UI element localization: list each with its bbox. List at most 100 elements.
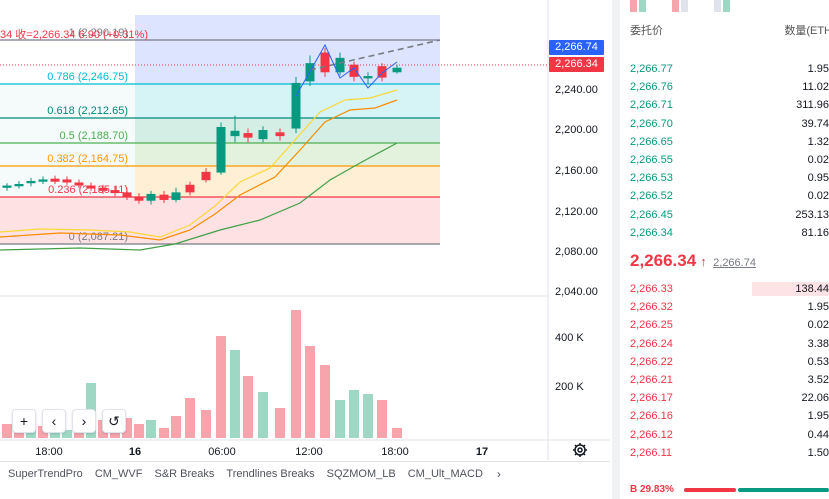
indicator-supertrendpro[interactable]: SuperTrendPro — [8, 467, 83, 480]
bid-row[interactable]: 2,266.70 39.74 — [620, 115, 829, 133]
chart-area[interactable]: 1 (2,290.19) 0.786 (2,246.75) 0.618 (2,212… — [0, 0, 610, 460]
ask-row[interactable]: 2,266.22 0.53 — [620, 353, 829, 371]
panel-divider[interactable] — [612, 0, 620, 499]
candle-body — [320, 52, 330, 73]
view-both-icon[interactable] — [630, 0, 646, 12]
chevron-right-icon[interactable]: › — [496, 466, 501, 481]
volume-bar — [349, 390, 359, 438]
scroll-left-button[interactable]: ‹ — [42, 409, 66, 433]
zoom-in-button[interactable]: + — [12, 409, 36, 433]
indicator-sr-breaks[interactable]: S&R Breaks — [154, 467, 215, 480]
fib-zone-top — [135, 15, 440, 40]
price-chart[interactable]: 1 (2,290.19) 0.786 (2,246.75) 0.618 (2,212… — [0, 0, 610, 460]
ask-price: 2,266.17 — [630, 392, 673, 405]
volume-bar — [146, 420, 156, 438]
candle-body — [50, 178, 60, 182]
candle-body — [86, 185, 96, 189]
volume-bar — [159, 428, 169, 438]
fib-zone-extended — [0, 197, 135, 244]
bid-row[interactable]: 2,266.77 1.95 — [620, 60, 829, 78]
fib-zone — [135, 143, 440, 166]
candle-body — [134, 196, 144, 201]
depth-bar — [752, 282, 829, 296]
view-bids-icon[interactable] — [714, 0, 730, 12]
ask-qty: 0.53 — [807, 355, 829, 368]
bid-price: 2,266.77 — [630, 63, 673, 75]
bid-price: 2,266.76 — [630, 81, 673, 94]
bid-row[interactable]: 2,266.34 81.16 — [620, 224, 829, 242]
ask-price: 2,266.22 — [630, 355, 673, 368]
ask-price: 2,266.12 — [630, 428, 673, 441]
candle-body — [291, 82, 301, 129]
ask-row[interactable]: 2,266.32 1.95 — [620, 298, 829, 316]
fib-zone — [135, 84, 440, 118]
reset-chart-button[interactable]: ↺ — [102, 409, 126, 433]
fib-zone — [135, 197, 440, 244]
bid-row[interactable]: 2,266.55 0.02 — [620, 151, 829, 169]
ask-row[interactable]: 2,266.16 1.95 — [620, 407, 829, 425]
mark-price-badge: 2,266.74 — [549, 40, 604, 55]
candle-body — [335, 57, 345, 73]
volume-axis-label: 400 K — [555, 332, 584, 344]
ask-row[interactable]: 2,266.33 138.44 — [620, 280, 829, 298]
indicator-cm-wvf[interactable]: CM_WVF — [94, 467, 143, 480]
volume-bar — [134, 424, 144, 438]
ask-price: 2,266.24 — [630, 337, 673, 350]
ask-row[interactable]: 2,266.25 0.02 — [620, 316, 829, 334]
ratio-bar-sell — [684, 488, 736, 492]
price-axis-label: 2,120.00 — [555, 206, 598, 218]
bid-qty: 1.95 — [807, 63, 829, 75]
indicator-cm-ult-macd[interactable]: CM_Ult_MACD — [407, 467, 483, 480]
ask-price: 2,266.33 — [630, 283, 673, 295]
ask-row[interactable]: 2,266.21 3.52 — [620, 371, 829, 389]
candle-body — [377, 66, 387, 78]
ask-row[interactable]: 2,266.12 0.44 — [620, 426, 829, 444]
price-axis-label: 2,240.00 — [555, 84, 598, 96]
fib-level-label: 0 (2,087.21) — [69, 231, 128, 243]
candle-body — [74, 182, 84, 186]
indicator-trendlines-breaks[interactable]: Trendlines Breaks — [226, 467, 315, 480]
fib-level-label: 0.786 (2,246.75) — [47, 71, 128, 83]
buy-ratio-label: B 29.83% — [630, 484, 674, 495]
chart-navigation-toolbar: + ‹ › ↺ — [0, 409, 126, 433]
orderbook-header: 委托价 数量(ETH — [630, 22, 829, 38]
ask-row[interactable]: 2,266.24 3.38 — [620, 335, 829, 353]
bid-row[interactable]: 2,266.53 0.95 — [620, 169, 829, 187]
bid-qty: 11.02 — [802, 81, 829, 94]
time-axis-label: 06:00 — [208, 446, 236, 458]
mark-price[interactable]: 2,266.74 — [713, 257, 756, 269]
volume-bar — [185, 398, 195, 438]
chart-settings-button[interactable] — [571, 441, 589, 459]
ohlc-legend: 34 收=2,266.34 6.90 (+0.31%) — [0, 29, 148, 41]
gear-icon — [573, 443, 587, 457]
ask-price: 2,266.25 — [630, 319, 673, 332]
candle-body — [110, 190, 120, 194]
bid-row[interactable]: 2,266.71 311.96 — [620, 96, 829, 114]
ask-qty: 0.02 — [807, 319, 829, 332]
ask-price: 2,266.21 — [630, 374, 673, 386]
bid-qty: 81.16 — [801, 226, 829, 239]
bid-price: 2,266.52 — [630, 190, 673, 203]
ask-row[interactable]: 2,266.17 22.06 — [620, 389, 829, 407]
orderbook-view-toggles — [630, 0, 730, 12]
bid-row[interactable]: 2,266.52 0.02 — [620, 187, 829, 205]
volume-bar — [216, 336, 226, 438]
bid-row[interactable]: 2,266.65 1.32 — [620, 133, 829, 151]
time-axis-label: 16 — [129, 446, 141, 458]
ma-line-slow — [0, 142, 398, 251]
bid-row[interactable]: 2,266.76 11.02 — [620, 78, 829, 96]
indicator-sqzmom-lb[interactable]: SQZMOM_LB — [326, 467, 396, 480]
ask-qty: 1.95 — [807, 410, 829, 423]
volume-bar — [377, 400, 387, 438]
scroll-right-button[interactable]: › — [72, 409, 96, 433]
view-asks-icon[interactable] — [672, 0, 688, 12]
bid-price: 2,266.34 — [630, 226, 673, 239]
candle-body — [392, 67, 402, 73]
candle-body — [122, 192, 132, 197]
ma-line-mid — [0, 99, 398, 241]
ask-row[interactable]: 2,266.11 1.50 — [620, 444, 829, 462]
volume-bar — [258, 392, 268, 438]
bid-row[interactable]: 2,266.45 253.13 — [620, 206, 829, 224]
candle-body — [146, 193, 156, 201]
ask-qty: 1.95 — [807, 301, 829, 314]
